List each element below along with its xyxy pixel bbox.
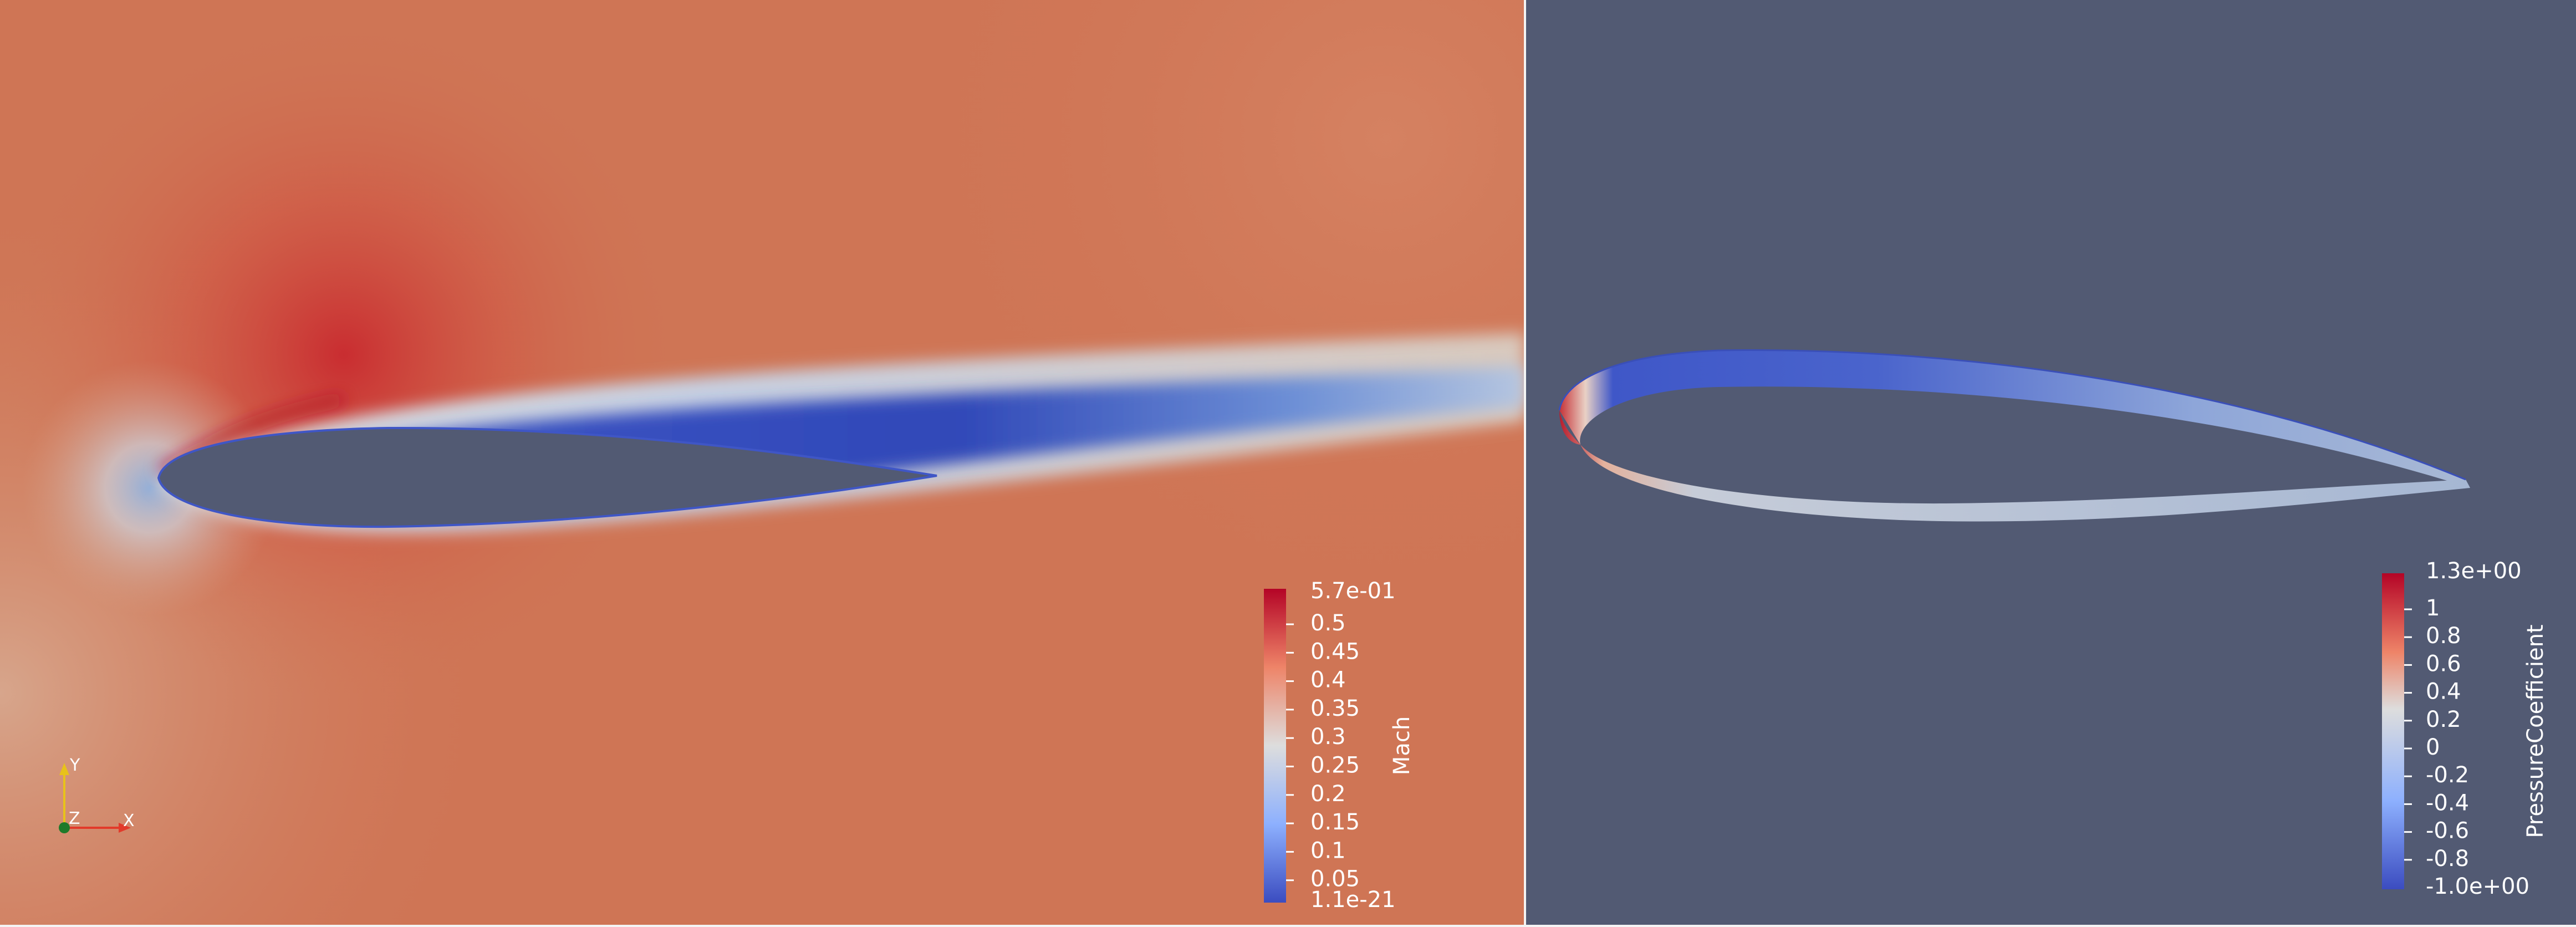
x-axis-label: X	[123, 811, 135, 831]
pressure-tick-label: -0.2	[2426, 762, 2469, 788]
pressure-color-legend: 10.80.6 0.40.2 0-0.2-0.4-0.6-0.8 1.3e+00 -…	[2382, 558, 2548, 899]
mach-tick-label: 0.15	[1310, 809, 1360, 835]
pressure-range-min: -1.0e+00	[2426, 874, 2529, 899]
pressure-tick-label: 0.6	[2426, 651, 2461, 676]
mach-colorbar	[1264, 589, 1286, 903]
pressure-tick-label: 1	[2426, 595, 2440, 621]
mach-range-max: 5.7e-01	[1310, 578, 1396, 604]
mach-render-view[interactable]: 0.5 0.45 0.4 0.35 0.3 0.25 0.2 0.15 0.1 0.05 5.7e…	[0, 0, 1525, 927]
view-splitter[interactable]	[1524, 0, 1526, 927]
pressure-colorbar-title: PressureCoefficient	[2523, 624, 2548, 838]
y-axis-label: Y	[69, 756, 80, 775]
x-axis-arrow-icon	[119, 823, 131, 833]
pressure-tick-label: -0.8	[2426, 846, 2469, 872]
airfoil-upper-surface	[1559, 350, 2470, 488]
z-axis-dot-icon	[59, 822, 70, 833]
pressure-colorbar	[2382, 573, 2404, 889]
mach-tick-label: 0.4	[1310, 668, 1346, 693]
mach-tick-label: 0.45	[1310, 639, 1360, 664]
mach-range-min: 1.1e-21	[1310, 887, 1396, 913]
pressure-tick-label: 0	[2426, 735, 2440, 760]
mach-tick-label: 0.1	[1310, 838, 1346, 863]
pressure-tick-label: 0.2	[2426, 707, 2461, 732]
mach-tick-label: 0.35	[1310, 696, 1360, 721]
pressure-tick-label: -0.4	[2426, 790, 2469, 816]
y-axis-arrow-icon	[59, 763, 69, 775]
pressure-tick-label: -0.6	[2426, 818, 2469, 844]
mach-tick-label: 0.2	[1310, 781, 1346, 807]
z-axis-label: Z	[69, 809, 80, 828]
mach-tick-label: 0.3	[1310, 724, 1346, 750]
axes-triad: Y X Z	[59, 756, 135, 833]
mach-tick-label: 0.5	[1310, 610, 1346, 636]
mach-field-canvas[interactable]: 0.5 0.45 0.4 0.35 0.3 0.25 0.20.15 0.1 0.05 5.7e…	[0, 0, 1525, 927]
airfoil-section	[157, 426, 937, 528]
view-bottom-border	[0, 925, 2576, 927]
mach-tick-label: 0.25	[1310, 753, 1360, 778]
pressure-tick-group: 10.80.6 0.40.2 0-0.2-0.4-0.6-0.8	[2404, 595, 2469, 872]
airfoil-upper-edge	[1558, 349, 2466, 481]
pressure-tick-label: 0.4	[2426, 679, 2461, 705]
pressure-render-view[interactable]: 1 0.8 0.6 0.4 0.2 0 -0.2 -0.4 -0.6 -0.8 1.3e+00 -…	[1525, 0, 2576, 927]
mach-tick-group: 0.5 0.45 0.4 0.35 0.3 0.25 0.20.15 0.1 0.05	[1286, 610, 1360, 892]
airfoil-lower-surface	[1559, 410, 2470, 522]
pressure-surface-canvas[interactable]: 10.80.6 0.40.2 0-0.2-0.4-0.6-0.8 1.3e+00 -…	[1525, 0, 2576, 927]
mach-colorbar-title: Mach	[1389, 716, 1415, 775]
pressure-tick-label: 0.8	[2426, 623, 2461, 649]
pressure-range-max: 1.3e+00	[2426, 558, 2522, 584]
mach-color-legend: 0.5 0.45 0.4 0.35 0.3 0.25 0.20.15 0.1 0.05 5.7e…	[1264, 578, 1415, 913]
mach-tick-label: 0.05	[1310, 867, 1360, 892]
